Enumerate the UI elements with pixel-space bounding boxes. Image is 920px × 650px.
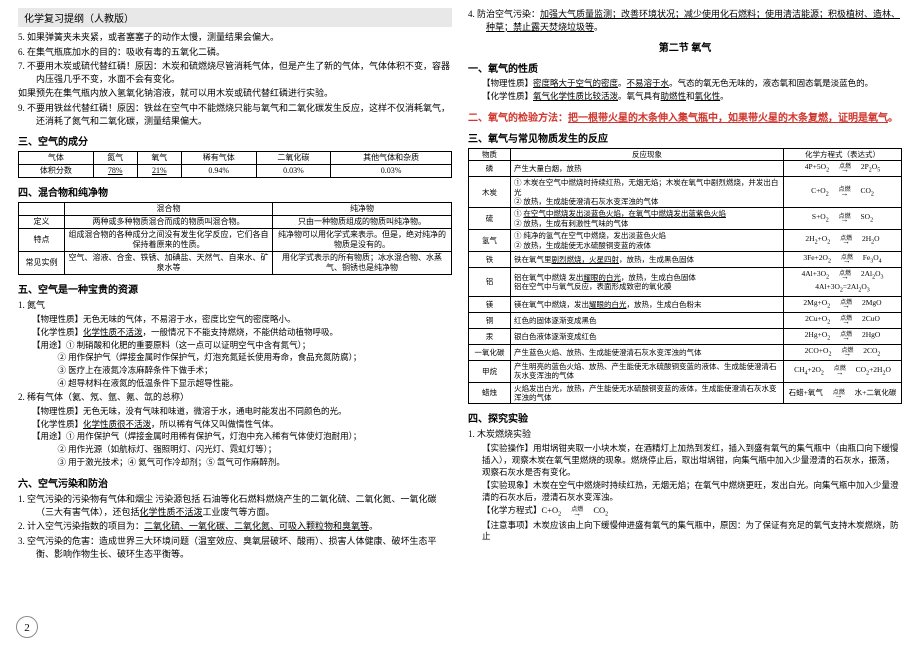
reaction-table: 物质 反应现象 化学方程式（表达式） 磷产生大量白烟，放热4P+5O2 点燃 2…	[468, 148, 902, 405]
left-intro-list: 5. 如果弹簧夹未夹紧，或者塞塞子的动作太慢，测量结果会偏大。 6. 在集气瓶底加…	[18, 31, 452, 127]
n2-heading: 1. 氮气	[18, 299, 452, 312]
sec2-red: 二、氧气的检验方法：把一根带火星的木条伸入集气瓶中，如果带火星的木条复燃，证明是…	[468, 109, 902, 124]
page-header: 化学复习提纲（人教版）	[18, 8, 452, 27]
prop-title: 一、氧气的性质	[468, 60, 902, 75]
n2-items: 【物理性质】无色无味的气体，不易溶于水，密度比空气的密度略小。【化学性质】化学性…	[18, 314, 452, 390]
sec5-title: 五、空气是一种宝贵的资源	[18, 281, 452, 296]
chem-prop: 【化学性质】氧气化学性质比较活泼。氧气具有助燃性和氧化性。	[468, 91, 902, 103]
right-column: 4. 防治空气污染：加强大气质量监测；改善环境状况；减少使用化石燃料；使用清洁能…	[468, 8, 902, 642]
left-column: 化学复习提纲（人教版） 5. 如果弹簧夹未夹紧，或者塞塞子的动作太慢，测量结果会…	[18, 8, 452, 642]
exp-heading: 1. 木炭燃烧实验	[468, 428, 902, 441]
section2-title: 第二节 氧气	[468, 39, 902, 54]
rt-h1: 物质	[469, 148, 511, 160]
sec4-right: 四、探究实验	[468, 410, 902, 425]
intro-line: 7. 不要用木炭或硫代替红磷！原因：木炭和硫燃烧尽管消耗气体，但是产生了新的气体…	[18, 60, 452, 85]
air-composition-table: 气体氮气氧气稀有气体二氧化碳其他气体和杂质 体积分数78%21%0.94%0.0…	[18, 151, 452, 178]
right-top-item: 4. 防治空气污染：加强大气质量监测；改善环境状况；减少使用化石燃料；使用清洁能…	[468, 8, 902, 33]
exp-items: 【实验操作】用坩埚钳夹取一小块木炭，在酒精灯上加热到发红，插入到盛有氧气的集气瓶…	[468, 443, 902, 543]
sec3-title: 三、空气的成分	[18, 133, 452, 148]
sec6-title: 六、空气污染和防治	[18, 475, 452, 490]
mixture-pure-table: 混合物纯净物 定义两种或多种物质混合而成的物质叫混合物。只由一种物质组成的物质叫…	[18, 202, 452, 275]
intro-line: 6. 在集气瓶底加水的目的：吸收有毒的五氧化二磷。	[18, 46, 452, 59]
sec4-title: 四、混合物和纯净物	[18, 184, 452, 199]
rt-h2: 反应现象	[511, 148, 784, 160]
pollute-items: 1. 空气污染的污染物有气体和烟尘 污染源包括 石油等化石燃料燃烧产生的二氧化硫…	[18, 493, 452, 560]
intro-line: 如果预先在集气瓶内放入氢氧化钠溶液，就可以用木炭或硫代替红磷进行实验。	[18, 87, 452, 100]
intro-line: 5. 如果弹簧夹未夹紧，或者塞塞子的动作太慢，测量结果会偏大。	[18, 31, 452, 44]
sec3-right: 三、氧气与常见物质发生的反应	[468, 130, 902, 145]
rare-heading: 2. 稀有气体（氦、氖、氩、氪、氙的总称）	[18, 391, 452, 404]
rare-items: 【物理性质】无色无味，没有气味和味道，微溶于水，通电时能发出不同颜色的光。【化学…	[18, 406, 452, 469]
phys-prop: 【物理性质】密度略大于空气的密度。不易溶于水。气态的氧无色无味的，液态氧和固态氧…	[468, 78, 902, 90]
rt-h3: 化学方程式（表达式）	[784, 148, 902, 160]
page-number: 2	[16, 616, 38, 638]
intro-line: 9. 不要用铁丝代替红磷！原因：铁丝在空气中不能燃烧只能与氧气和二氧化碳发生反应…	[18, 102, 452, 127]
